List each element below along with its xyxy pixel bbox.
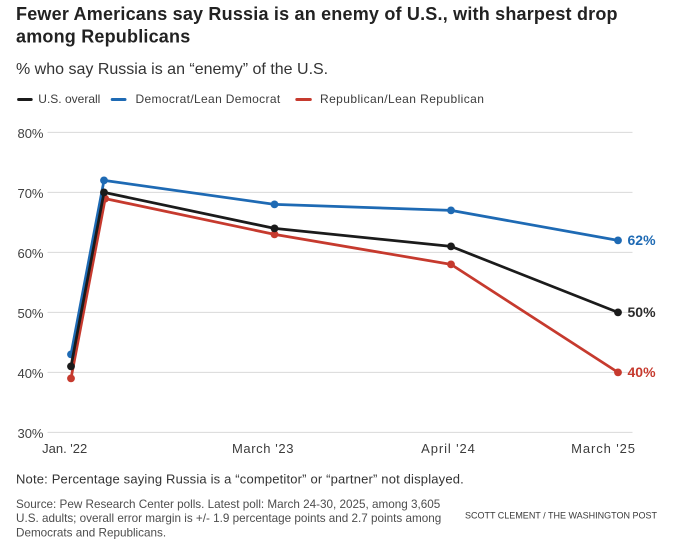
svg-text:62%: 62% <box>628 232 657 248</box>
svg-text:SCOTT CLEMENT / THE WASHINGTON: SCOTT CLEMENT / THE WASHINGTON POST <box>465 511 658 521</box>
svg-text:Source: Pew Research Center po: Source: Pew Research Center polls. Lates… <box>16 498 441 511</box>
svg-text:March '25: March '25 <box>571 441 636 456</box>
svg-text:U.S. overall: U.S. overall <box>38 92 100 106</box>
svg-text:among Republicans: among Republicans <box>16 26 190 46</box>
svg-text:40%: 40% <box>628 364 657 380</box>
svg-text:80%: 80% <box>17 126 43 141</box>
svg-text:Republican/Lean Republican: Republican/Lean Republican <box>320 92 484 106</box>
svg-text:40%: 40% <box>17 366 43 381</box>
svg-text:% who say Russia is an “enemy”: % who say Russia is an “enemy” of the U.… <box>16 61 328 78</box>
svg-text:U.S. adults; overall error mar: U.S. adults; overall error margin is +/-… <box>16 512 441 525</box>
svg-text:50%: 50% <box>628 304 657 320</box>
svg-text:50%: 50% <box>17 306 43 321</box>
svg-text:Democrats and Republicans.: Democrats and Republicans. <box>16 527 166 540</box>
svg-text:Fewer Americans say Russia is: Fewer Americans say Russia is an enemy o… <box>16 4 618 24</box>
svg-text:60%: 60% <box>17 246 43 261</box>
svg-text:Democrat/Lean Democrat: Democrat/Lean Democrat <box>136 92 281 106</box>
svg-text:Note: Percentage saying Russia: Note: Percentage saying Russia is a “com… <box>16 471 464 486</box>
svg-text:30%: 30% <box>17 426 43 441</box>
svg-text:70%: 70% <box>17 186 43 201</box>
svg-text:April '24: April '24 <box>421 441 476 456</box>
svg-text:Jan. '22: Jan. '22 <box>42 441 87 456</box>
svg-text:March '23: March '23 <box>232 441 294 456</box>
